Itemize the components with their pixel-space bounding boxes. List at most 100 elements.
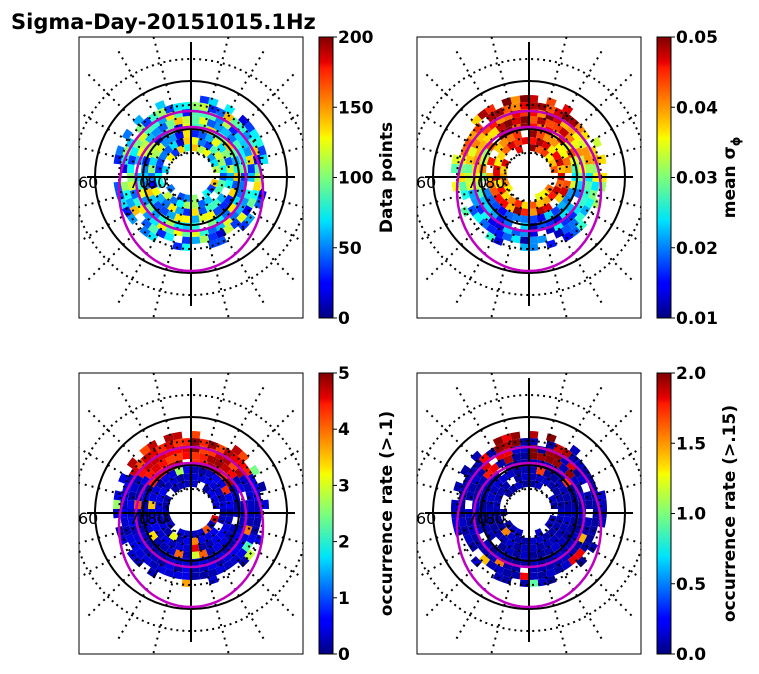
heatmap-cell — [477, 108, 489, 120]
heatmap-cell — [493, 228, 505, 239]
heatmap-cell — [197, 137, 207, 147]
heatmap-cell — [221, 119, 233, 130]
heatmap-cell — [202, 188, 212, 199]
meridian-dotted — [453, 46, 518, 157]
heatmap-cell — [492, 501, 501, 509]
meridian-dotted — [152, 199, 186, 318]
heatmap-cell — [158, 486, 169, 497]
meridian-dotted — [79, 481, 169, 508]
heatmap-cell — [144, 132, 156, 144]
heatmap-cell — [459, 464, 471, 476]
heatmap-cell — [482, 468, 494, 480]
heatmap-cell — [226, 538, 238, 550]
heatmap-cell — [152, 470, 164, 482]
heatmap-cell — [537, 577, 548, 587]
heatmap-cell — [547, 527, 558, 538]
heatmap-cell — [465, 163, 473, 173]
meridian-dotted — [213, 481, 303, 508]
heatmap-cell — [562, 103, 574, 115]
heatmap-cell — [191, 215, 200, 223]
heatmap-cell — [208, 239, 219, 249]
heatmap-cell — [213, 549, 225, 560]
latitude-label: 60 — [416, 173, 436, 192]
heatmap-cell — [556, 536, 568, 548]
heatmap-cell — [489, 522, 500, 533]
heatmap-cell — [217, 493, 227, 503]
heatmap-cell — [127, 517, 137, 527]
heatmap-cell — [493, 179, 503, 189]
heatmap-cell — [597, 154, 607, 165]
heatmap-cell — [529, 116, 538, 124]
heatmap-cell — [147, 559, 159, 571]
heatmap-cell — [183, 537, 191, 545]
meridian-dotted — [534, 535, 568, 654]
heatmap-cell — [216, 142, 227, 153]
heatmap-cell — [561, 447, 573, 459]
colorbar-tick-label: 0.05 — [676, 28, 718, 48]
heatmap-cell — [253, 136, 264, 148]
meridian-dotted — [549, 447, 641, 502]
heatmap-cell — [223, 530, 235, 542]
heatmap-cell — [510, 95, 521, 105]
heatmap-cell — [191, 116, 200, 124]
heatmap-cell — [147, 223, 159, 235]
colorbar-tick-label: 0.04 — [676, 98, 718, 118]
meridian-dotted — [202, 46, 267, 157]
heatmap-cell — [500, 527, 511, 538]
heatmap-cell — [213, 185, 224, 196]
heatmap-cell — [226, 202, 238, 214]
heatmap-cell — [535, 137, 545, 147]
heatmap-cell — [152, 200, 164, 212]
heatmap-cell — [234, 467, 245, 479]
heatmap-cell — [151, 186, 162, 197]
heatmap-cell — [564, 202, 576, 214]
meridian-dotted — [207, 193, 298, 284]
heatmap-cell — [147, 447, 159, 459]
heatmap-cell — [470, 114, 482, 126]
colorbar-tick-label: 5 — [338, 364, 350, 384]
heatmap-cell — [558, 544, 570, 556]
heatmap-cell — [151, 149, 162, 160]
heatmap-cell — [465, 181, 475, 191]
heatmap-cell — [155, 157, 165, 167]
latitude-label: 60 — [78, 509, 98, 528]
heatmap-cell — [579, 541, 591, 553]
heatmap-cell — [501, 97, 512, 107]
heatmap-cell — [478, 475, 489, 487]
heatmap-cell — [585, 163, 593, 173]
meridian-dotted — [79, 188, 171, 243]
heatmap-cell — [495, 213, 507, 224]
meridian-dotted — [545, 193, 636, 284]
meridian-dotted — [213, 145, 303, 172]
heatmap-cell — [228, 210, 240, 222]
heatmap-cell — [155, 515, 165, 525]
heatmap-cell — [597, 490, 607, 501]
heatmap-cell — [219, 501, 227, 509]
heatmap-cell — [562, 516, 572, 526]
heatmap-cell — [162, 144, 173, 155]
meridian-dotted — [422, 406, 513, 497]
heatmap-cell — [467, 482, 478, 493]
heatmap-cell — [470, 474, 481, 486]
heatmap-cell — [498, 534, 509, 545]
heatmap-cell — [226, 164, 235, 173]
heatmap-cell — [465, 155, 475, 165]
heatmap-cell — [554, 142, 565, 153]
heatmap-cell — [480, 546, 492, 558]
heatmap-cell — [144, 468, 156, 480]
heatmap-cell — [467, 465, 479, 477]
heatmap-cell — [453, 481, 463, 492]
heatmap-cell — [211, 137, 222, 148]
colorbar-tick-label: 200 — [338, 28, 374, 48]
heatmap-cell — [230, 116, 242, 128]
heatmap-cell — [537, 102, 548, 112]
heatmap-cell — [496, 185, 507, 196]
meridian-dotted — [417, 447, 509, 502]
heatmap-cell — [140, 139, 151, 151]
heatmap-cell — [148, 156, 158, 166]
heatmap-cell — [241, 465, 253, 477]
heatmap-cell — [503, 118, 514, 129]
heatmap-cell — [203, 476, 214, 487]
heatmap-cell — [501, 232, 513, 242]
heatmap-cell — [199, 102, 210, 112]
